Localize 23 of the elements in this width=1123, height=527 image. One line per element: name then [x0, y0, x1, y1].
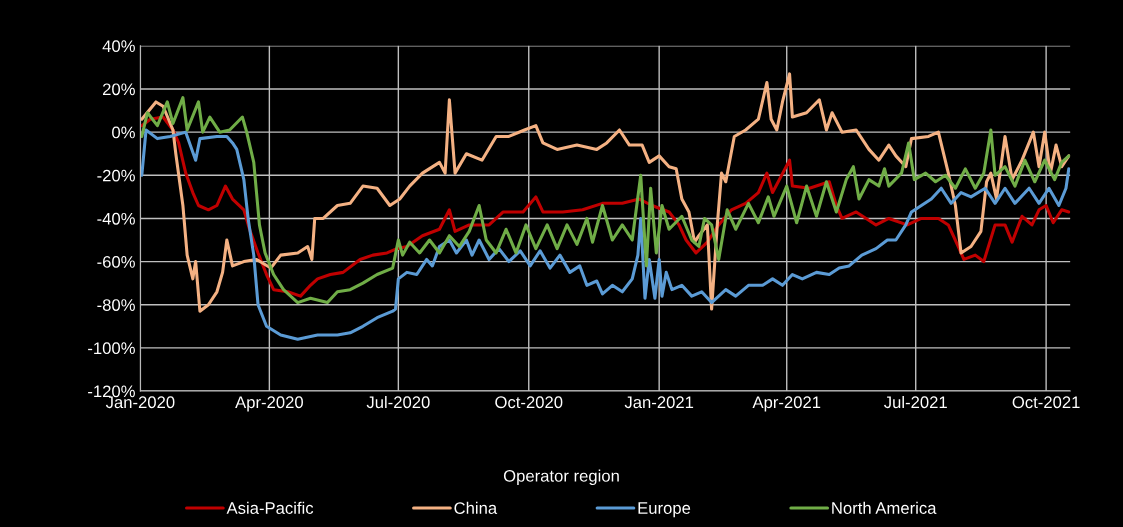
- legend-label: North America: [832, 501, 937, 514]
- y-tick-label: 0%: [112, 126, 135, 139]
- y-tick-label: -60%: [97, 255, 135, 268]
- x-tick-label: Jan-2021: [624, 396, 694, 409]
- x-tick-label: Oct-2020: [495, 396, 563, 409]
- x-tick-label: Apr-2021: [752, 396, 821, 412]
- y-tick-label: 40%: [102, 40, 135, 53]
- y-tick-label: 20%: [103, 83, 135, 96]
- legend-label: China: [454, 501, 498, 514]
- legend-label: Asia-Pacific: [226, 501, 314, 514]
- x-tick-label: Jan-2020: [105, 396, 175, 409]
- y-tick-label: -40%: [97, 212, 135, 225]
- y-tick-label: -100%: [88, 342, 135, 355]
- y-tick-label: -120%: [88, 385, 135, 398]
- legend-label: Europe: [638, 502, 691, 518]
- x-tick-label: Oct-2021: [1012, 396, 1080, 409]
- y-tick-label: -20%: [97, 169, 135, 182]
- legend-title: Operator region: [503, 469, 619, 486]
- line-series: [140, 128, 1071, 341]
- x-tick-label: Apr-2020: [235, 396, 303, 412]
- y-tick-label: -80%: [97, 299, 135, 311]
- x-tick-label: Jul-2020: [366, 395, 430, 409]
- x-tick-label: Jul-2021: [884, 395, 947, 409]
